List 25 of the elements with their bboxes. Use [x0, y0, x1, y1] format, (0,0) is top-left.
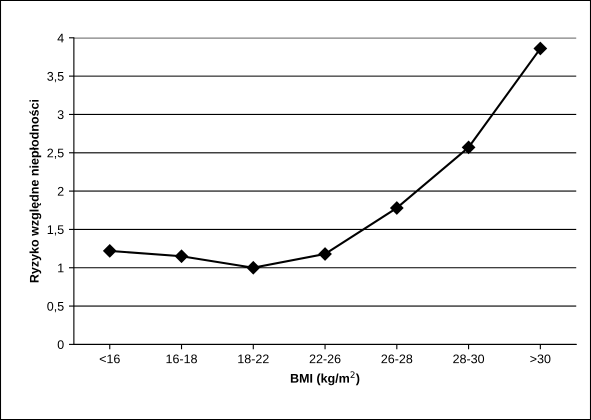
x-tick-label: 16-18: [166, 354, 197, 364]
y-tick-label: 0,5: [47, 302, 64, 312]
point: [534, 42, 547, 56]
y-tick-label: 4: [57, 34, 64, 42]
y-tick-label: 1,5: [48, 225, 64, 236]
x-tick-label: 28-30: [453, 354, 484, 364]
y-tick-label: 2: [58, 186, 64, 196]
y-tick-label: 3,5: [47, 72, 64, 82]
x-tick-label: >30: [530, 354, 550, 364]
point: [246, 261, 260, 274]
x-tick-label: <16: [100, 354, 120, 364]
y-tick-label: 1: [58, 264, 64, 272]
y-tick-label: 0: [58, 340, 64, 350]
point: [103, 244, 116, 258]
x-tick-label: 22-26: [310, 354, 340, 364]
x-tick-label: 26-28: [381, 354, 412, 364]
x-axis-title: BMI (kg/m$^{2}$): [290, 371, 360, 386]
point: [462, 140, 476, 154]
y-tick-label: 3: [58, 110, 64, 120]
y-axis-title: Ryzyko względne niepłodności: [29, 100, 42, 282]
point: [390, 201, 404, 215]
point: [174, 250, 188, 263]
point: [318, 247, 332, 261]
y-tick-label: 2,5: [47, 148, 64, 159]
x-tick-label: 18-22: [238, 354, 269, 364]
